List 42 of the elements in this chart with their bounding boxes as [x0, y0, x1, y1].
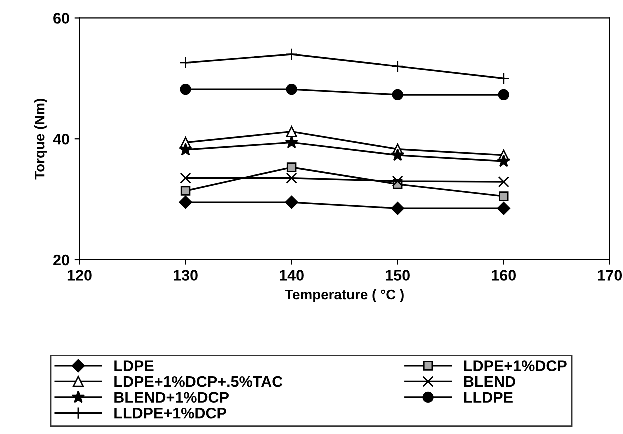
- point: [286, 172, 298, 184]
- legend-label: LDPE: [114, 360, 154, 372]
- point: [179, 196, 192, 210]
- point: [392, 89, 404, 101]
- x-axis-title: Temperature ( °C ): [285, 289, 404, 302]
- point: [392, 176, 404, 187]
- point: [498, 176, 510, 188]
- point: [497, 154, 511, 168]
- point: [499, 192, 509, 202]
- x-tick-label: 160: [492, 270, 516, 281]
- point: [391, 148, 404, 162]
- legend-label: LLDPE+1%DCP: [114, 408, 226, 419]
- point: [180, 186, 191, 196]
- legend-label: BLEND+1%DCP: [114, 392, 229, 403]
- y-tick-label: 60: [54, 13, 70, 24]
- point: [286, 162, 297, 172]
- legend-label: BLEND: [464, 376, 516, 388]
- x-tick-label: 170: [598, 270, 622, 281]
- point: [391, 202, 404, 216]
- x-tick-label: 140: [280, 270, 304, 281]
- y-tick-label: 20: [54, 254, 70, 266]
- point: [179, 143, 192, 156]
- point: [285, 136, 298, 148]
- point: [497, 202, 510, 216]
- y-tick-label: 40: [53, 134, 70, 145]
- legend-label: LDPE+1%DCP+.5%TAC: [114, 376, 283, 388]
- point: [180, 84, 192, 96]
- point: [498, 72, 510, 85]
- point: [180, 172, 192, 184]
- x-tick-label: 130: [174, 270, 198, 281]
- legend-label: LDPE+1%DCP: [464, 360, 567, 372]
- point: [498, 89, 510, 101]
- point: [286, 48, 298, 61]
- point: [285, 196, 298, 210]
- point: [392, 60, 404, 73]
- point: [180, 56, 192, 70]
- x-tick-label: 120: [68, 270, 92, 281]
- y-axis-title: Torque (Nm): [34, 99, 48, 180]
- legend-label: LLDPE: [464, 392, 513, 403]
- point: [286, 126, 298, 138]
- point: [286, 84, 298, 96]
- x-tick-label: 150: [386, 270, 410, 281]
